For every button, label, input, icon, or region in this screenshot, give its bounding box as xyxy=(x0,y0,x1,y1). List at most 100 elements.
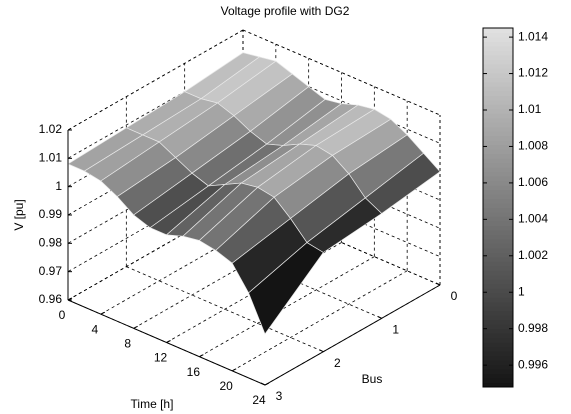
colorbar-strip xyxy=(483,346,513,352)
colorbar-strip xyxy=(483,176,513,182)
colorbar-strip xyxy=(483,288,513,294)
colorbar-strip xyxy=(483,319,513,325)
colorbar-strip xyxy=(483,122,513,128)
y-tick xyxy=(435,282,441,286)
colorbar-strip xyxy=(483,194,513,200)
x-tick-label: 16 xyxy=(187,365,201,379)
colorbar-frame xyxy=(482,27,514,388)
colorbar-strip xyxy=(483,41,513,47)
colorbar-tick-label: 1.01 xyxy=(518,102,542,116)
colorbar-strip xyxy=(483,72,513,78)
y-tick-label: 3 xyxy=(276,389,283,403)
y-tick xyxy=(377,315,382,319)
colorbar-strip xyxy=(483,104,513,110)
x-tick-label: 12 xyxy=(154,351,168,365)
colorbar-strip xyxy=(483,140,513,146)
colorbar-strip xyxy=(483,310,513,316)
chart-title: Voltage profile with DG2 xyxy=(221,4,350,18)
colorbar-strip xyxy=(483,261,513,267)
x-tick xyxy=(264,382,270,386)
colorbar-strip xyxy=(483,378,513,384)
colorbar-strip xyxy=(483,382,513,388)
z-tick-label: 1.02 xyxy=(39,122,63,136)
colorbar-strip xyxy=(483,144,513,150)
colorbar-strip xyxy=(483,185,513,191)
colorbar-strip xyxy=(483,333,513,339)
colorbar-strip xyxy=(483,270,513,276)
colorbar-strip xyxy=(483,131,513,137)
colorbar-strip xyxy=(483,324,513,330)
colorbar-strip xyxy=(483,203,513,208)
colorbar-strip xyxy=(483,238,513,244)
colorbar-strip xyxy=(483,265,513,271)
colorbar-strip xyxy=(483,247,513,253)
z-tick-label: 0.99 xyxy=(39,207,63,221)
colorbar-strip xyxy=(483,68,513,74)
colorbar-tick-label: 1.014 xyxy=(518,29,548,43)
colorbar-strip xyxy=(483,337,513,343)
colorbar-strip xyxy=(483,256,513,262)
x-tick-label: 0 xyxy=(59,308,66,322)
colorbar-strip xyxy=(483,81,513,87)
colorbar-strip xyxy=(483,28,513,33)
x-tick-label: 24 xyxy=(252,393,266,407)
colorbar-strip xyxy=(483,90,513,96)
colorbar-tick-label: 1.004 xyxy=(518,212,548,226)
colorbar-strip xyxy=(483,360,513,366)
colorbar-strip xyxy=(483,292,513,298)
colorbar-strip xyxy=(483,180,513,186)
colorbar-tick-label: 1.006 xyxy=(518,175,548,189)
colorbar-strip xyxy=(483,126,513,132)
colorbar-strip xyxy=(483,32,513,38)
y-axis-line xyxy=(264,284,441,386)
colorbar-strip xyxy=(483,306,513,312)
colorbar-strip xyxy=(483,315,513,321)
colorbar-tick-label: 1.002 xyxy=(518,248,548,262)
z-tick-label: 0.98 xyxy=(39,236,63,250)
colorbar-strip xyxy=(483,301,513,307)
colorbar-strip xyxy=(483,216,513,222)
y-axis-label: Bus xyxy=(362,372,383,386)
colorbar-strip xyxy=(483,117,513,123)
y-tick-label: 1 xyxy=(392,323,399,337)
colorbar-strip xyxy=(483,364,513,370)
colorbar-strip xyxy=(483,95,513,101)
colorbar-strip xyxy=(483,108,513,114)
colorbar-strip xyxy=(483,63,513,69)
colorbar-tick-label: 1.008 xyxy=(518,139,548,153)
x-tick xyxy=(199,354,204,358)
colorbar-strip xyxy=(483,36,513,42)
colorbar-strip xyxy=(483,158,513,164)
colorbar-strip xyxy=(483,153,513,159)
colorbar-strip xyxy=(483,252,513,258)
z-tick-label: 1 xyxy=(55,179,62,193)
colorbar-strip xyxy=(483,342,513,348)
x-tick-label: 20 xyxy=(219,379,233,393)
colorbar-strip xyxy=(483,225,513,231)
colorbar-tick-label: 1.012 xyxy=(518,66,548,80)
colorbar-tick-label: 1 xyxy=(518,284,525,298)
x-tick xyxy=(100,311,106,315)
y-tick xyxy=(260,382,266,386)
colorbar-strip xyxy=(483,283,513,289)
x-tick-label: 4 xyxy=(91,322,98,336)
colorbar-strip xyxy=(483,274,513,280)
colorbar-strip xyxy=(483,207,513,213)
y-tick xyxy=(319,349,324,353)
colorbar-strip xyxy=(483,50,513,56)
colorbar-strip xyxy=(483,234,513,240)
colorbar-strip xyxy=(483,279,513,285)
x-tick-label: 8 xyxy=(124,337,131,351)
x-tick xyxy=(133,325,138,329)
colorbar-strip xyxy=(483,198,513,204)
colorbar-tick-label: 0.998 xyxy=(518,321,548,335)
colorbar-strip xyxy=(483,243,513,249)
colorbar-strip xyxy=(483,167,513,173)
colorbar-strip xyxy=(483,77,513,83)
z-axis-label: V [pu] xyxy=(12,199,26,230)
colorbar-strip xyxy=(483,45,513,51)
colorbar-strip xyxy=(483,297,513,303)
z-tick-label: 0.97 xyxy=(39,264,63,278)
